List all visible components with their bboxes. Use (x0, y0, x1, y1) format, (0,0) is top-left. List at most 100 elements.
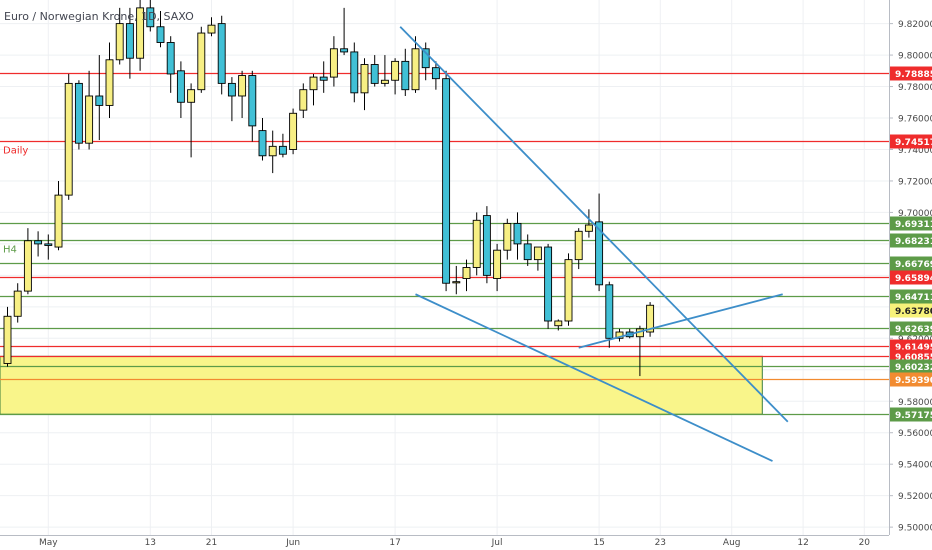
candle-body (319, 76, 328, 81)
candle-body (115, 23, 124, 61)
candle-body (564, 259, 573, 322)
price-axis[interactable]: 9.500009.520009.540009.560009.580009.600… (889, 0, 932, 550)
price-level-tag (890, 256, 932, 271)
candle-body (176, 70, 185, 103)
candle-body (329, 48, 338, 78)
time-tick-label: 12 (797, 538, 808, 548)
price-level-tag (890, 233, 932, 248)
time-tick-label: 21 (206, 538, 217, 548)
price-tick-label: 9.70000 (898, 209, 932, 219)
candle-body (54, 194, 63, 248)
price-tick-label: 9.58000 (898, 398, 932, 408)
candle-body (462, 267, 471, 279)
price-level-tag (890, 372, 932, 387)
price-level-tag (890, 407, 932, 422)
candle-body (258, 130, 267, 157)
candle-body (544, 246, 553, 322)
candle-body (493, 249, 502, 279)
time-axis[interactable]: May1321Jun17Jul1523Aug1220Se (0, 535, 932, 550)
candle-body (64, 82, 73, 196)
time-tick-label: 15 (593, 538, 604, 548)
price-level-tag (890, 270, 932, 285)
price-tick-label: 9.82000 (898, 20, 932, 30)
candle-body (34, 240, 43, 245)
candle-body (289, 112, 298, 150)
candle-body (197, 32, 206, 91)
trendline (399, 26, 789, 423)
price-level-value: 9.61495 (895, 343, 932, 353)
candle-body (166, 42, 175, 75)
candle-body (299, 89, 308, 111)
price-level-value: 9.66769 (895, 260, 932, 270)
candles (3, 0, 655, 377)
candle-body (482, 215, 491, 276)
price-tick-label: 9.80000 (898, 52, 932, 62)
candle-body (95, 95, 104, 106)
price-tick-label: 9.50000 (898, 524, 932, 534)
candle-body (360, 64, 369, 94)
candle-body (85, 95, 94, 144)
candle-body (13, 290, 22, 317)
candle-body (411, 48, 420, 91)
time-tick-label: 13 (145, 538, 156, 548)
price-level-value: 9.65894 (895, 274, 932, 284)
candle-body (207, 24, 216, 34)
candle-body (227, 82, 236, 97)
time-tick-label: 17 (389, 538, 400, 548)
time-tick-label: Jun (285, 538, 300, 548)
candle-body (421, 48, 430, 69)
price-level-value: 9.59390 (895, 376, 932, 386)
time-axis-background (0, 535, 889, 550)
candle-body (3, 315, 12, 364)
demand-zone-rect (0, 355, 763, 415)
price-level-tag (890, 321, 932, 336)
candle-body (595, 221, 604, 286)
candle-body (156, 26, 165, 43)
price-level-tag (890, 359, 932, 374)
candle-body (523, 243, 532, 261)
price-level-value: 9.62639 (895, 325, 932, 335)
price-tick-label: 9.76000 (898, 115, 932, 125)
candle-body (513, 222, 522, 245)
price-tick-label: 9.56000 (898, 429, 932, 439)
candle-body (340, 48, 349, 53)
candle-body (584, 224, 593, 232)
price-level-value: 9.64711 (895, 293, 932, 303)
price-tick-label: 9.54000 (898, 461, 932, 471)
candle-body (431, 67, 440, 80)
time-tick-label: Aug (723, 538, 741, 548)
candle-body (472, 219, 481, 268)
candle-body (105, 59, 114, 106)
time-tick-label: 20 (859, 538, 871, 548)
price-level-value: 9.63780 (895, 307, 932, 317)
price-tick-label: 9.52000 (898, 492, 932, 502)
price-level-value: 9.68231 (895, 237, 932, 247)
demand-zone (0, 355, 763, 415)
trendline (415, 293, 773, 462)
candle-body (136, 7, 145, 59)
trendlines (399, 26, 789, 462)
price-level-value: 9.60232 (895, 363, 932, 373)
price-level-tag (890, 289, 932, 304)
candle-body (309, 76, 318, 91)
timeframe-label: Daily (3, 145, 28, 156)
candle-body (44, 243, 53, 246)
candle-body (503, 222, 512, 251)
candle-body (217, 23, 226, 84)
candle-body (533, 246, 542, 261)
price-level-value: 9.78885 (895, 70, 932, 80)
timeframe-label: H4 (3, 244, 17, 255)
candle-body (401, 60, 410, 91)
candle-body (391, 60, 400, 81)
price-level-value: 9.57175 (895, 411, 932, 421)
time-tick-label: 23 (655, 538, 666, 548)
price-level-value: 9.74517 (895, 138, 932, 148)
candle-body (23, 240, 32, 292)
candle-body (278, 145, 287, 155)
candle-body (615, 331, 624, 339)
candle-body (238, 75, 247, 97)
trendline (578, 293, 783, 349)
candle-body (74, 82, 83, 144)
